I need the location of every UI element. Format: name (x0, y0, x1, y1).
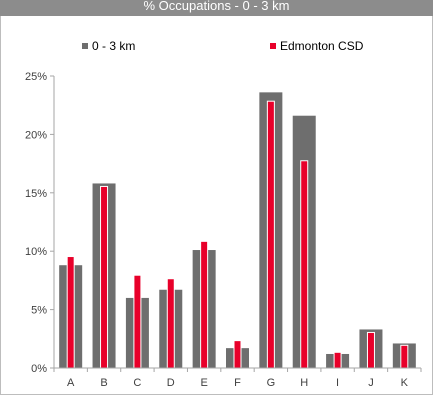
y-tick-label: 15% (25, 188, 47, 200)
y-tick-label: 25% (25, 71, 47, 83)
y-tick-label: 20% (25, 129, 47, 141)
x-tick-label: J (368, 377, 374, 389)
bar-edmonton-B (101, 186, 108, 368)
bars (59, 92, 416, 369)
x-tick-label: F (234, 377, 241, 389)
bar-edmonton-D (167, 279, 174, 368)
chart-title-bar: % Occupations - 0 - 3 km (0, 0, 433, 16)
bar-edmonton-C (134, 275, 141, 368)
x-axis: A B C D E F G H I J K (53, 367, 422, 389)
legend: 0 - 3 km Edmonton CSD (82, 39, 364, 53)
y-tick-label: 0% (31, 363, 47, 375)
y-axis: 0% 5% 10% 15% 20% 25% (25, 71, 55, 375)
x-tick-label: G (267, 377, 276, 389)
legend-swatch-0 (82, 43, 88, 49)
x-tick-label: A (67, 377, 75, 389)
y-tick-label: 5% (31, 305, 47, 317)
x-tick-label: I (336, 377, 339, 389)
x-tick-label: K (401, 377, 409, 389)
bar-edmonton-H (301, 161, 308, 368)
bar-edmonton-I (334, 352, 341, 368)
x-tick-label: E (200, 377, 207, 389)
bar-edmonton-A (67, 257, 74, 368)
legend-label-1: Edmonton CSD (280, 39, 364, 53)
bar-edmonton-J (367, 332, 374, 368)
x-tick-label: B (100, 377, 107, 389)
chart-title: % Occupations - 0 - 3 km (143, 0, 290, 13)
y-tick-label: 10% (25, 246, 47, 258)
x-tick-label: D (167, 377, 175, 389)
legend-label-0: 0 - 3 km (92, 39, 135, 53)
x-tick-label: C (133, 377, 141, 389)
bar-edmonton-G (267, 101, 274, 369)
bar-edmonton-F (234, 341, 241, 368)
bar-edmonton-K (401, 345, 408, 368)
bar-edmonton-E (201, 241, 208, 368)
x-tick-label: H (300, 377, 308, 389)
legend-swatch-1 (270, 43, 276, 49)
